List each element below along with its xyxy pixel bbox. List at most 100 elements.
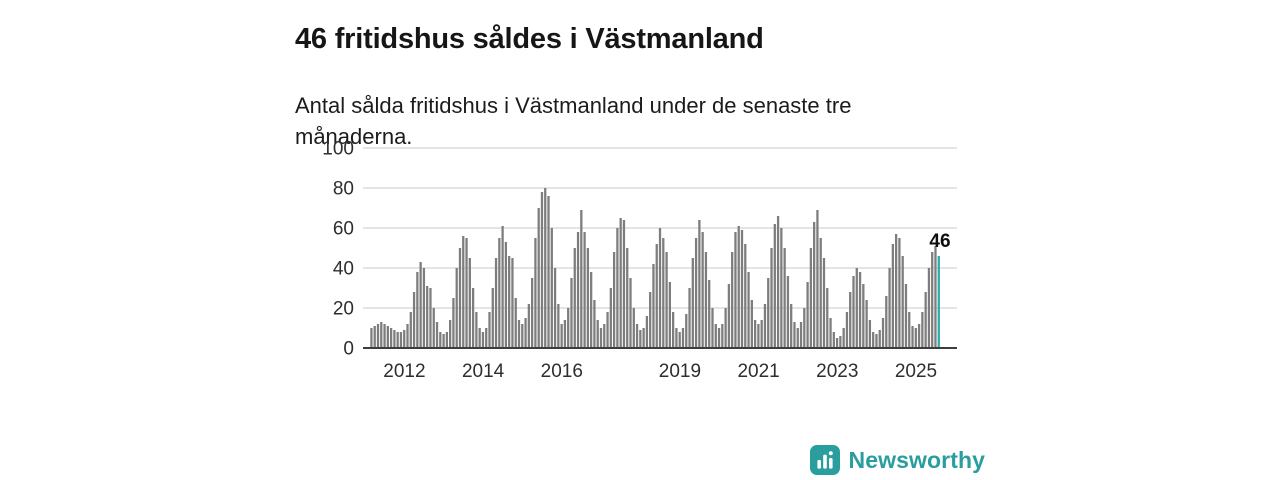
bar [609,288,612,348]
bar [508,256,511,348]
bar [534,238,537,348]
bar [386,326,389,348]
bar [452,298,455,348]
bar [593,300,596,348]
bar [376,324,380,348]
x-tick-label: 2023 [816,361,858,382]
bar [573,248,576,348]
bar [908,312,911,348]
bar [770,248,773,348]
bar [917,324,921,348]
bar [927,268,931,348]
bar [521,324,524,348]
bar [911,326,914,348]
bar [426,286,429,348]
bar [931,252,934,348]
bar [858,272,862,348]
bar [813,222,816,348]
bar [698,220,701,348]
page-title: 46 fritidshus såldes i Västmanland [295,23,764,56]
bar [868,320,872,348]
bar [852,276,855,348]
bar [619,218,622,348]
bar [504,242,508,348]
bar [763,304,767,348]
bar-chart: 0 20 40 60 80 100 2012 2014 2016 2019 2021 2023 2025… [322,139,957,382]
bar [393,330,396,348]
bar [681,328,685,348]
bar [842,328,845,348]
bar [432,308,435,348]
bar [514,298,517,348]
bar [921,312,924,348]
bar [675,328,678,348]
bar [776,216,780,348]
bar [793,322,796,348]
y-tick-label: 0 [343,339,354,360]
bar [717,328,721,348]
bar [590,272,593,348]
bar [750,300,753,348]
bar [678,332,681,348]
bar [760,320,763,348]
bar [881,318,885,348]
bar [744,244,747,348]
bar [563,320,567,348]
bar [471,288,475,348]
bar [399,332,403,348]
bar [691,258,694,348]
bar [839,336,842,348]
newsworthy-icon [809,445,840,475]
bar [845,312,849,348]
bar [885,296,888,348]
bar [694,238,698,348]
bar [829,318,832,348]
bar [767,278,770,348]
bar [658,228,662,348]
bar [616,228,619,348]
bar [583,232,586,348]
bar [389,328,393,348]
bar [488,312,491,348]
bar [816,210,819,348]
bar [753,320,757,348]
bar [560,324,563,348]
highlight-bar [937,256,940,348]
bar [632,308,635,348]
bar [737,226,740,348]
bar [626,248,629,348]
bar [517,320,521,348]
bar [501,226,504,348]
bar [409,312,412,348]
bar [527,304,530,348]
bar [468,258,471,348]
bar [803,308,806,348]
bar [606,312,609,348]
bar [380,322,383,348]
bar [429,288,432,348]
bar [832,332,835,348]
bar [435,322,439,348]
bar [596,320,599,348]
bar [416,272,419,348]
bar [914,328,917,348]
bar [547,196,550,348]
bar [724,308,727,348]
brand-name: Newsworthy [848,446,985,473]
bar [629,278,632,348]
bar [701,232,704,348]
bar [586,248,590,348]
bar [806,282,809,348]
brand-logo: Newsworthy [809,444,985,476]
bar [835,338,839,348]
x-tick-label: 2021 [737,361,779,382]
chart-subtitle: Antal sålda fritidshus i Västmanland und… [295,93,852,150]
bar [458,248,462,348]
bar [498,238,501,348]
bar [809,248,813,348]
bar [924,292,927,348]
x-tick-label: 2025 [895,361,937,382]
bar [373,326,376,348]
bar [826,288,829,348]
bar [550,228,553,348]
